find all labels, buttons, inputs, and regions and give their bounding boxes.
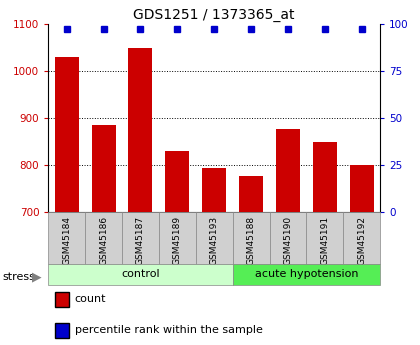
Text: GSM45191: GSM45191 [320,216,329,265]
Text: GSM45190: GSM45190 [284,216,292,265]
Bar [239,176,263,212]
Bar [202,168,226,212]
Text: GSM45187: GSM45187 [136,216,145,265]
Bar [343,212,380,264]
Bar [196,212,233,264]
Bar [350,165,374,212]
Bar [165,151,189,212]
Bar [233,264,380,285]
Bar [55,57,79,212]
Title: GDS1251 / 1373365_at: GDS1251 / 1373365_at [134,8,295,22]
Text: acute hypotension: acute hypotension [255,269,358,279]
Text: GSM45184: GSM45184 [62,216,71,265]
Text: stress: stress [2,272,35,282]
Text: GSM45192: GSM45192 [357,216,366,265]
Bar [233,212,270,264]
Bar [85,212,122,264]
Bar [306,212,343,264]
Bar [270,212,306,264]
Bar [92,125,116,212]
Bar [276,128,300,212]
Bar [129,48,152,212]
Text: GSM45189: GSM45189 [173,216,182,265]
Text: ▶: ▶ [32,270,41,284]
Text: control: control [121,269,160,279]
Text: count: count [75,294,106,304]
Bar [313,142,337,212]
Text: GSM45186: GSM45186 [99,216,108,265]
Bar [48,264,233,285]
Text: GSM45193: GSM45193 [210,216,219,265]
Text: GSM45188: GSM45188 [247,216,255,265]
Bar [122,212,159,264]
Bar [48,212,85,264]
Bar [159,212,196,264]
Text: percentile rank within the sample: percentile rank within the sample [75,325,262,335]
